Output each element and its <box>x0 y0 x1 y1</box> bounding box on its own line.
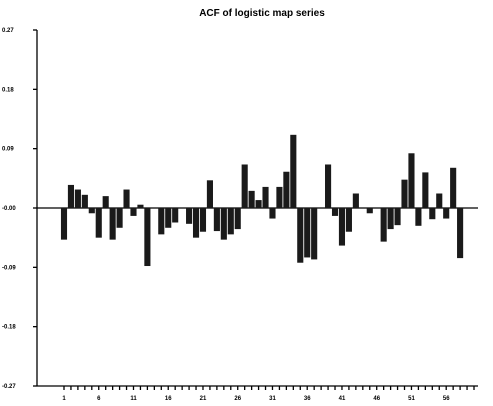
acf-bar <box>331 208 339 216</box>
x-tick-label: 56 <box>443 396 450 402</box>
x-tick-label: 36 <box>304 396 311 402</box>
acf-bar <box>213 208 220 232</box>
acf-bar <box>255 200 262 208</box>
acf-bar <box>304 208 311 258</box>
acf-bar <box>408 153 415 208</box>
acf-bar <box>338 208 346 246</box>
acf-bar <box>297 208 304 263</box>
y-tick-label: 0.27 <box>2 28 14 34</box>
acf-bar <box>345 208 352 232</box>
x-tick-label: 46 <box>373 396 380 402</box>
acf-bar <box>352 193 359 208</box>
acf-bar <box>457 208 464 259</box>
acf-bar <box>158 208 165 235</box>
acf-bar <box>102 196 109 208</box>
acf-bar <box>74 189 81 208</box>
acf-bar <box>199 208 207 232</box>
x-tick-label: 26 <box>234 396 241 402</box>
acf-bar <box>123 189 130 208</box>
acf-bar <box>81 194 88 208</box>
acf-bar <box>60 208 68 240</box>
acf-bar <box>380 208 387 242</box>
x-tick-label: 6 <box>97 396 101 402</box>
x-tick-label: 31 <box>269 396 276 402</box>
acf-bar <box>269 208 276 219</box>
acf-bar <box>429 208 436 220</box>
acf-bar <box>401 179 408 208</box>
acf-bar <box>186 208 193 224</box>
y-tick-label: -0.09 <box>2 265 16 271</box>
acf-bar <box>436 193 443 208</box>
acf-bar <box>130 208 137 216</box>
x-tick-label: 21 <box>200 396 207 402</box>
acf-bar <box>283 171 290 208</box>
acf-bar <box>165 208 172 228</box>
y-tick-label: -0.00 <box>2 206 16 212</box>
y-tick-label: 0.18 <box>2 87 14 93</box>
acf-bar <box>415 208 422 226</box>
acf-bar <box>137 204 144 208</box>
acf-bar <box>290 134 297 208</box>
acf-bar <box>67 184 75 208</box>
acf-bar <box>116 208 123 228</box>
acf-bar <box>394 208 401 226</box>
x-tick-label: 16 <box>165 396 172 402</box>
acf-bar <box>88 208 95 214</box>
acf-bar <box>241 164 248 208</box>
acf-bar <box>276 186 283 208</box>
acf-bar <box>366 208 373 214</box>
y-tick-label: -0.27 <box>2 384 16 390</box>
y-tick-label: 0.09 <box>2 147 14 153</box>
acf-bar <box>311 208 318 260</box>
y-tick-label: -0.18 <box>2 325 16 331</box>
acf-bar <box>192 208 200 238</box>
acf-bar <box>144 208 151 267</box>
acf-bar <box>450 167 457 208</box>
acf-bar <box>206 180 213 208</box>
x-tick-label: 41 <box>339 396 346 402</box>
acf-bar <box>262 186 269 208</box>
plot-area: 0.270.180.09-0.00-0.09-0.18-0.271 6 11 16 21… <box>2 28 478 402</box>
x-tick-label: 51 <box>408 396 415 402</box>
acf-bar <box>95 208 102 238</box>
acf-bar <box>109 208 116 240</box>
chart-title: ACF of logistic map series <box>199 8 325 19</box>
acf-bar <box>227 208 234 235</box>
acf-bar <box>387 208 394 230</box>
acf-bar <box>248 190 255 208</box>
acf-bar <box>234 208 241 230</box>
acf-bar <box>325 164 332 208</box>
acf-bar <box>220 208 227 240</box>
acf-bar <box>443 208 450 219</box>
x-tick-label: 1 <box>62 396 66 402</box>
x-tick-label: 11 <box>130 396 137 402</box>
acf-bar <box>422 172 429 208</box>
acf-bar <box>172 208 179 223</box>
